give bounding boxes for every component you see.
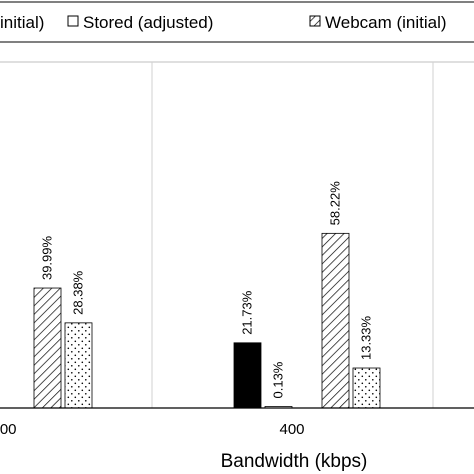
bars-group: 21.73% 0.13% 39.99% 58.22% 28.38% 13.33% [33, 181, 381, 409]
bar-s0-c400 [233, 342, 262, 409]
x-axis-title: Bandwidth (kbps) [221, 451, 368, 472]
data-label-s0-c400: 21.73% [240, 290, 255, 335]
x-tick-label-200: 200 [0, 421, 17, 438]
bar-s2-c400 [321, 232, 350, 409]
legend-label-partial: initial) [0, 13, 44, 32]
legend-label-stored: Stored (adjusted) [83, 13, 213, 32]
legend-swatch-webcam [309, 15, 321, 27]
legend-label-webcam: Webcam (initial) [325, 13, 447, 32]
bar-s3-c400 [352, 367, 381, 409]
legend-box [0, 1, 474, 43]
x-tick-label-400: 400 [279, 421, 304, 438]
bar-s2-c200 [33, 287, 62, 409]
legend-swatch-stored [67, 15, 79, 27]
data-label-s2-c200: 39.99% [40, 235, 55, 280]
bar-s3-c200 [64, 322, 93, 409]
data-label-s3-c400: 13.33% [359, 315, 374, 360]
data-label-s3-c200: 28.38% [71, 270, 86, 315]
data-label-s2-c400: 58.22% [328, 181, 343, 226]
data-label-s1-c400: 0.13% [271, 361, 286, 398]
